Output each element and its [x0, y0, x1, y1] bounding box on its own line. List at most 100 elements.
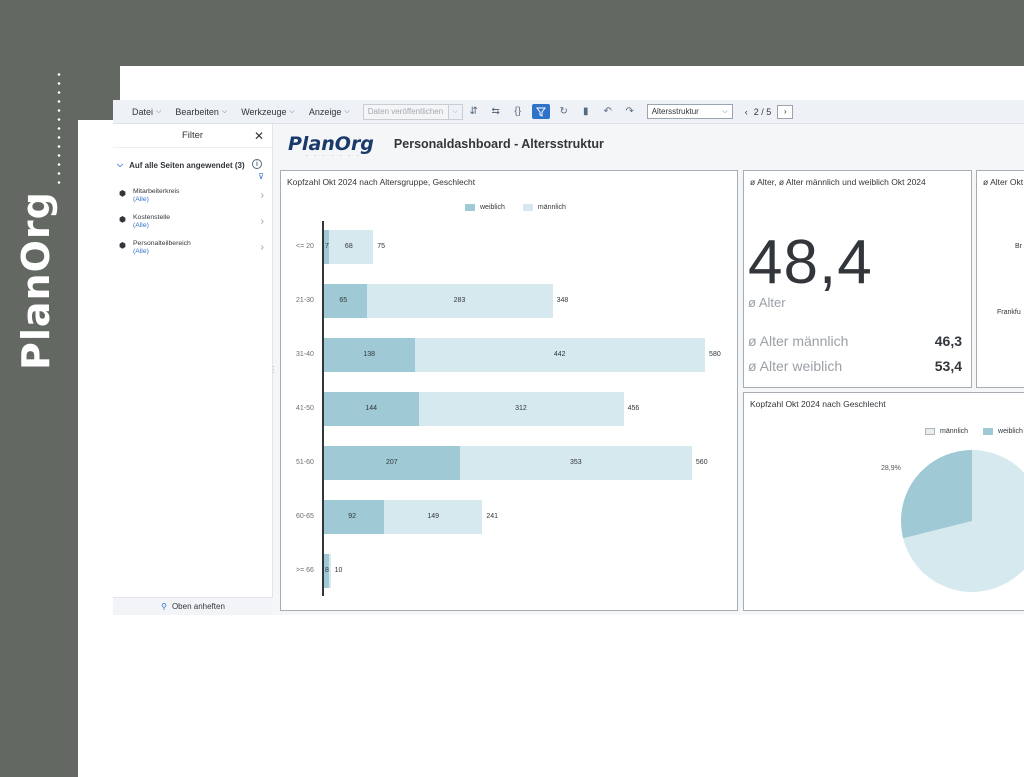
dimension-icon: ⬢ [119, 241, 126, 250]
filter-group-header[interactable]: ⌵ Auf alle Seiten angewendet (3) i [113, 148, 272, 170]
legend-label-maennlich: männlich [537, 204, 566, 211]
chevron-down-icon: ⌵ [221, 107, 228, 115]
filter-panel: Filter ✕ ⌵ Auf alle Seiten angewendet (3… [113, 124, 273, 615]
bar-weiblich[interactable] [324, 284, 367, 318]
bar-maennlich[interactable] [414, 338, 706, 372]
clipped-card[interactable]: ø Alter Okt Br Frankfu [976, 170, 1024, 388]
clipped-card-title: ø Alter Okt [983, 177, 1024, 187]
page-title: Personaldashboard - Altersstruktur [393, 137, 604, 151]
bar-chart-plot: <= 20 7 68 75 21-30 65 283 348 31-40 138 442 580 41-… [281, 171, 739, 612]
legend-label-weiblich: weiblich [480, 204, 505, 211]
bookmark-icon[interactable]: ▮ [582, 106, 589, 117]
brand-dots [57, 70, 61, 190]
pie-chart-legend: männlich weiblich [925, 428, 1023, 435]
clear-filter-icon[interactable]: ⊽ [258, 172, 264, 181]
bar-weiblich[interactable] [324, 230, 329, 264]
menu-bearbeiten[interactable]: Bearbeiten ⌵ [175, 106, 228, 117]
category-label: 21-30 [296, 297, 314, 304]
data-label-maennlich: 149 [427, 513, 440, 520]
filter-item-personalteilbereich[interactable]: ⬢ Personalteilbereich (Alle) › [119, 240, 264, 255]
legend-swatch-maennlich [522, 204, 533, 211]
toolbar: Datei ⌵ Bearbeiten ⌵ Werkzeuge ⌵ Anzeige ⌵ D… [113, 100, 1024, 124]
chevron-right-icon: › [260, 242, 264, 253]
bar-maennlich[interactable] [329, 554, 331, 588]
pie-slice-weiblich[interactable] [901, 450, 972, 539]
kpi-card[interactable]: ø Alter, ø Alter männlich und weiblich O… [743, 170, 972, 388]
filter-item-kostenstelle[interactable]: ⬢ Kostenstelle (Alle) › [119, 214, 264, 229]
chevron-right-icon: › [260, 216, 264, 227]
page-select[interactable]: Altersstruktur ⌵ [646, 104, 733, 119]
bar-maennlich[interactable] [328, 230, 374, 264]
data-label-weiblich: 138 [363, 351, 376, 358]
category-label: 31-40 [296, 351, 314, 358]
menu-datei[interactable]: Datei ⌵ [132, 106, 162, 117]
frame-top-bar [0, 0, 1024, 66]
bar-chart-title: Kopfzahl Okt 2024 nach Altersgruppe, Ges… [287, 177, 476, 187]
data-label-weiblich: 144 [365, 405, 377, 412]
filter-icon[interactable] [531, 104, 550, 119]
data-label-total: 75 [377, 243, 386, 250]
kpi-row-maennlich: ø Alter männlich 46,3 [748, 333, 962, 349]
page-header: PlanOrg · · · · · · · Personaldashboard … [274, 124, 1024, 164]
dimension-icon: ⬢ [119, 189, 126, 198]
export-icon[interactable]: ⇵ [469, 106, 478, 117]
data-label-weiblich: 8 [325, 567, 329, 574]
kpi-main-label: ø Alter [748, 295, 786, 310]
data-label-maennlich: 312 [515, 405, 527, 412]
legend-swatch-weiblich [465, 204, 475, 211]
data-label-weiblich: 65 [339, 297, 348, 304]
pin-top-button[interactable]: ⚲ Oben anheften [113, 597, 273, 615]
info-icon[interactable]: i [252, 159, 262, 169]
filter-header: Filter ✕ [113, 124, 272, 148]
undo-icon[interactable]: ↶ [603, 106, 612, 117]
chevron-right-icon: › [260, 190, 264, 201]
close-icon[interactable]: ✕ [253, 129, 264, 143]
legend-label-weiblich: weiblich [998, 428, 1023, 435]
category-label: >= 66 [296, 567, 314, 574]
data-label-maennlich: 283 [453, 297, 466, 304]
bar-maennlich[interactable] [384, 500, 483, 534]
app-window: Datei ⌵ Bearbeiten ⌵ Werkzeuge ⌵ Anzeige ⌵ D… [113, 100, 1024, 615]
bar-maennlich[interactable] [459, 446, 692, 480]
pie-slice-maennlich[interactable] [903, 450, 1024, 592]
category-label: 41-50 [296, 405, 314, 412]
logo-dots: · · · · · · · [306, 153, 362, 158]
data-label-total: 580 [709, 351, 721, 358]
pie-chart-card[interactable]: Kopfzahl Okt 2024 nach Geschlecht männli… [743, 392, 1024, 611]
filter-item-mitarbeiterkreis[interactable]: ⬢ Mitarbeiterkreis (Alle) › [119, 188, 264, 203]
category-label: <= 20 [296, 243, 314, 250]
pie-chart [901, 450, 1024, 592]
bar-weiblich[interactable] [324, 500, 385, 534]
pager: ‹ 2 / 5 › [744, 104, 794, 119]
chevron-down-icon: ⌵ [117, 160, 124, 169]
bar-maennlich[interactable] [418, 392, 624, 426]
next-page-button[interactable]: › [777, 104, 794, 119]
legend-label-maennlich: männlich [940, 428, 969, 435]
formula-icon[interactable]: {} [514, 106, 522, 117]
brand-vertical-logo: PlanOrg [14, 191, 64, 380]
bar-weiblich[interactable] [324, 392, 419, 426]
redo-icon[interactable]: ↷ [625, 106, 634, 117]
bar-chart-card[interactable]: Kopfzahl Okt 2024 nach Altersgruppe, Ges… [280, 170, 738, 611]
bar-maennlich[interactable] [366, 284, 553, 318]
publish-data-button[interactable]: Daten veröffentlichen [362, 103, 449, 120]
prev-page-icon[interactable]: ‹ [744, 106, 748, 117]
share-icon[interactable]: ⇆ [491, 106, 500, 117]
frame-left-bar [0, 0, 78, 777]
pin-icon: ⚲ [161, 602, 167, 611]
chevron-down-icon: ⌵ [344, 107, 350, 115]
bar-weiblich[interactable] [324, 446, 460, 480]
data-label-weiblich: 207 [385, 459, 398, 466]
data-label-total: 348 [556, 297, 569, 304]
publish-dropdown-icon[interactable]: ⌵ [448, 103, 463, 120]
legend-swatch-maennlich [925, 428, 935, 435]
bar-weiblich[interactable] [324, 554, 330, 588]
main-page: PlanOrg · · · · · · · Personaldashboard … [274, 124, 1024, 615]
menu-anzeige[interactable]: Anzeige ⌵ [308, 106, 350, 117]
bar-weiblich[interactable] [324, 338, 415, 372]
page-indicator: 2 / 5 [753, 106, 772, 117]
clipped-label-2: Frankfu [997, 309, 1021, 316]
refresh-icon[interactable]: ↻ [559, 106, 568, 117]
data-label-weiblich: 92 [348, 513, 357, 520]
menu-werkzeuge[interactable]: Werkzeuge ⌵ [241, 106, 295, 117]
